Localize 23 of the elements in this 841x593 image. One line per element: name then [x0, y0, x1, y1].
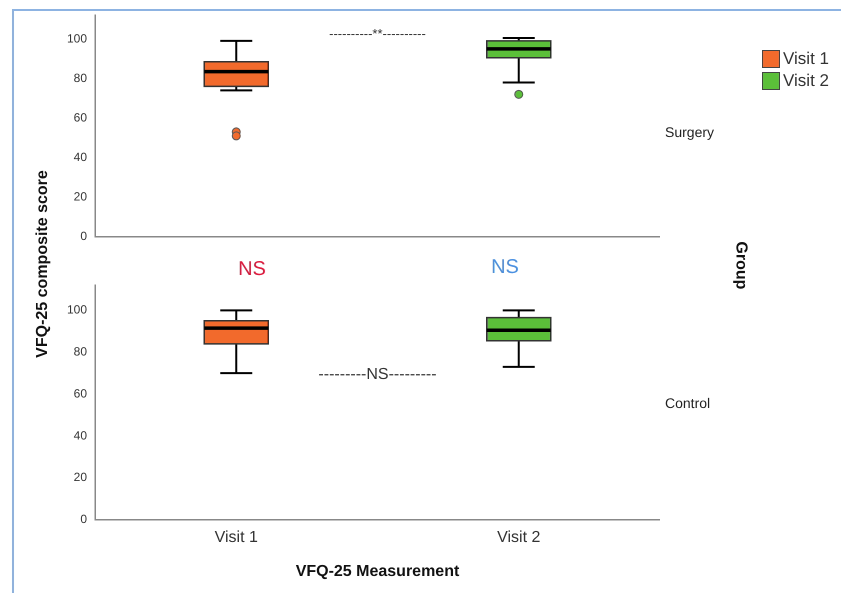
text: Group	[731, 240, 750, 292]
y-tick-label: 20	[74, 190, 88, 204]
y-tick-label: 100	[66, 31, 88, 46]
y-tick-label: 100	[66, 302, 88, 317]
text: NS	[237, 257, 267, 282]
y-tick-label: 80	[74, 344, 88, 359]
text: Surgery	[665, 124, 714, 140]
annotation: ----------**----------	[328, 26, 427, 43]
text: Control	[665, 395, 710, 411]
legend-label: Visit 1	[783, 48, 829, 70]
y-tick-label: 0	[80, 229, 88, 244]
text: NS	[490, 255, 520, 280]
legend-label: Visit 2	[783, 70, 829, 92]
y-axis-title: VFQ-25 composite score	[34, 169, 52, 360]
annotation: ---------NS---------	[317, 365, 438, 385]
y-tick-label: 20	[74, 470, 88, 484]
y-tick-label: 40	[74, 428, 88, 442]
y-tick-label: 60	[74, 110, 88, 124]
x-axis-title: VFQ-25 Measurement	[294, 563, 460, 581]
y-tick-label: 80	[74, 70, 88, 85]
y-tick-label: 0	[80, 512, 88, 526]
y-tick-label: 40	[74, 150, 88, 164]
y-tick-label: 60	[74, 386, 88, 400]
